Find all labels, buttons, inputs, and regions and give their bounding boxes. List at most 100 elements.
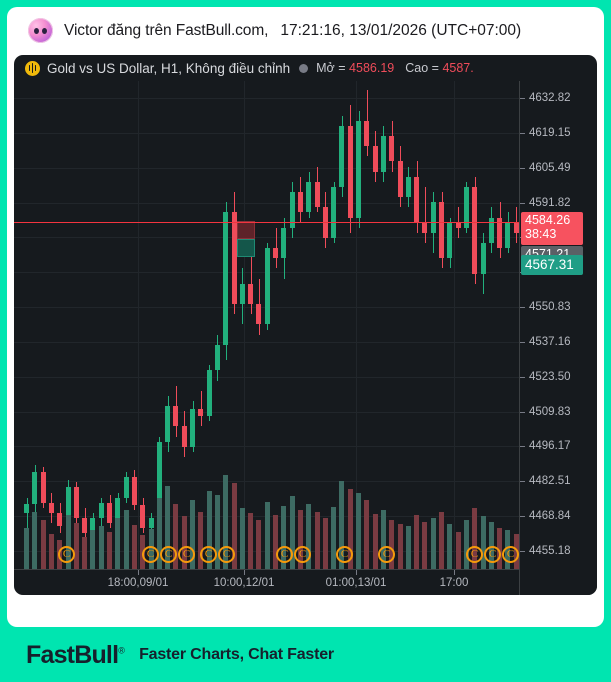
volume-bar — [107, 531, 112, 569]
price-tick-label: 4509.83 — [529, 405, 571, 418]
event-marker-c-icon[interactable]: C — [378, 546, 395, 563]
volume-bar — [256, 520, 262, 569]
event-marker-c-icon[interactable]: C — [160, 546, 177, 563]
candle-body — [32, 472, 38, 505]
price-tick-label: 4632.82 — [529, 92, 571, 105]
avatar-eye-right-icon — [42, 28, 47, 34]
event-marker-c-icon[interactable]: C — [276, 546, 293, 563]
volume-bar — [322, 518, 328, 569]
volume-bar — [414, 515, 420, 569]
candle-body — [372, 146, 378, 172]
event-marker-c-icon[interactable]: C — [142, 546, 159, 563]
event-marker-c-icon[interactable]: C — [200, 546, 217, 563]
last-price-badge[interactable]: 4584.26 38:43 — [521, 211, 583, 245]
grid-line-horizontal — [14, 167, 519, 169]
event-marker-c-icon[interactable]: C — [178, 546, 195, 563]
volume-bar — [314, 512, 320, 569]
volume-bar — [231, 482, 237, 569]
position-marker-short[interactable] — [237, 221, 255, 239]
candle-body — [239, 283, 245, 305]
candle-body — [131, 477, 137, 506]
grid-line-horizontal — [14, 202, 519, 204]
price-tick-label: 4468.84 — [529, 509, 571, 522]
event-marker-c-icon[interactable]: C — [336, 546, 353, 563]
chart-legend: Gold vs US Dollar, H1, Không điều chỉnh … — [14, 55, 597, 81]
price-tick-label: 4455.18 — [529, 544, 571, 557]
candle-body — [430, 202, 436, 233]
position-marker-long[interactable] — [237, 239, 255, 257]
price-tick-label: 4537.16 — [529, 335, 571, 348]
event-marker-c-icon[interactable]: C — [218, 546, 235, 563]
footer-bar: FastBull® Faster Charts, Chat Faster — [0, 628, 611, 682]
stat-open-label: Mở — [316, 61, 335, 75]
volume-bar — [40, 520, 46, 569]
time-tick — [454, 570, 455, 575]
bid-price-badge[interactable]: 4567.31 — [521, 254, 583, 275]
candle-body — [505, 222, 511, 249]
candle-body — [289, 192, 295, 228]
candle-body — [231, 212, 237, 305]
candle-body — [331, 186, 337, 238]
event-marker-c-icon[interactable]: C — [466, 546, 483, 563]
volume-bar — [173, 504, 179, 569]
candle-body — [347, 125, 353, 218]
volume-bar — [306, 504, 312, 569]
volume-bar — [115, 518, 121, 569]
candle-body — [206, 370, 212, 417]
candle-body — [380, 136, 386, 172]
bar-countdown: 38:43 — [525, 226, 557, 241]
price-tick-dash — [520, 98, 525, 100]
candle-body — [57, 512, 63, 526]
post-timestamp: 17:21:16, 13/01/2026 (UTC+07:00) — [280, 21, 522, 39]
volume-bar — [48, 533, 54, 569]
last-price-line — [14, 221, 519, 223]
candlestick-symbol-icon — [25, 60, 40, 76]
volume-bar — [198, 512, 204, 569]
candle-body — [297, 192, 303, 213]
chart-panel[interactable]: Gold vs US Dollar, H1, Không điều chỉnh … — [14, 55, 597, 595]
stat-open-eq: = — [338, 61, 346, 75]
event-marker-c-icon[interactable]: C — [484, 546, 501, 563]
price-tick-dash — [520, 307, 525, 309]
price-tick-dash — [520, 167, 525, 169]
event-marker-c-icon[interactable]: C — [58, 546, 75, 563]
candle-body — [48, 502, 54, 513]
candle-body — [422, 222, 428, 233]
candle-wick — [26, 497, 28, 534]
event-marker-c-icon[interactable]: C — [294, 546, 311, 563]
candle-body — [463, 186, 469, 228]
user-avatar-icon[interactable] — [28, 18, 53, 43]
time-axis[interactable]: 18:00,09/01 10:00,12/01 01:00,13/01 17:00 — [14, 569, 519, 595]
candle-body — [264, 248, 270, 325]
price-tick-label: 4605.49 — [529, 161, 571, 174]
candle-body — [256, 304, 262, 325]
grid-line-horizontal — [14, 411, 519, 413]
volume-bar — [73, 522, 79, 569]
grid-line-horizontal — [14, 481, 519, 483]
price-tick-label: 4523.50 — [529, 370, 571, 383]
volume-bar — [223, 474, 229, 569]
candle-body — [65, 487, 71, 526]
price-axis[interactable]: 4632.824619.154605.494591.824578.164564.… — [519, 81, 597, 595]
volume-bar — [98, 525, 104, 569]
volume-bar — [397, 523, 403, 569]
candle-body — [497, 217, 503, 249]
candle-body — [107, 502, 112, 524]
price-tick-dash — [520, 411, 525, 413]
candle-body — [165, 405, 171, 442]
chart-plot-area[interactable]: CCCCCCCCCCCCCC — [14, 81, 519, 569]
volume-bar — [281, 506, 287, 569]
candle-body — [356, 120, 361, 218]
event-marker-c-icon[interactable]: C — [502, 546, 519, 563]
volume-bar — [90, 529, 96, 569]
last-price-value: 4584.26 — [525, 212, 571, 227]
price-tick-label: 4550.83 — [529, 301, 571, 314]
stat-open: Mở = 4586.19 — [316, 61, 394, 75]
candle-body — [148, 518, 154, 529]
grid-line-vertical — [454, 81, 455, 569]
chart-title: Gold vs US Dollar, H1, Không điều chỉnh — [47, 60, 291, 76]
volume-bar — [455, 531, 461, 569]
candle-body — [447, 222, 453, 259]
price-tick-dash — [520, 550, 525, 552]
